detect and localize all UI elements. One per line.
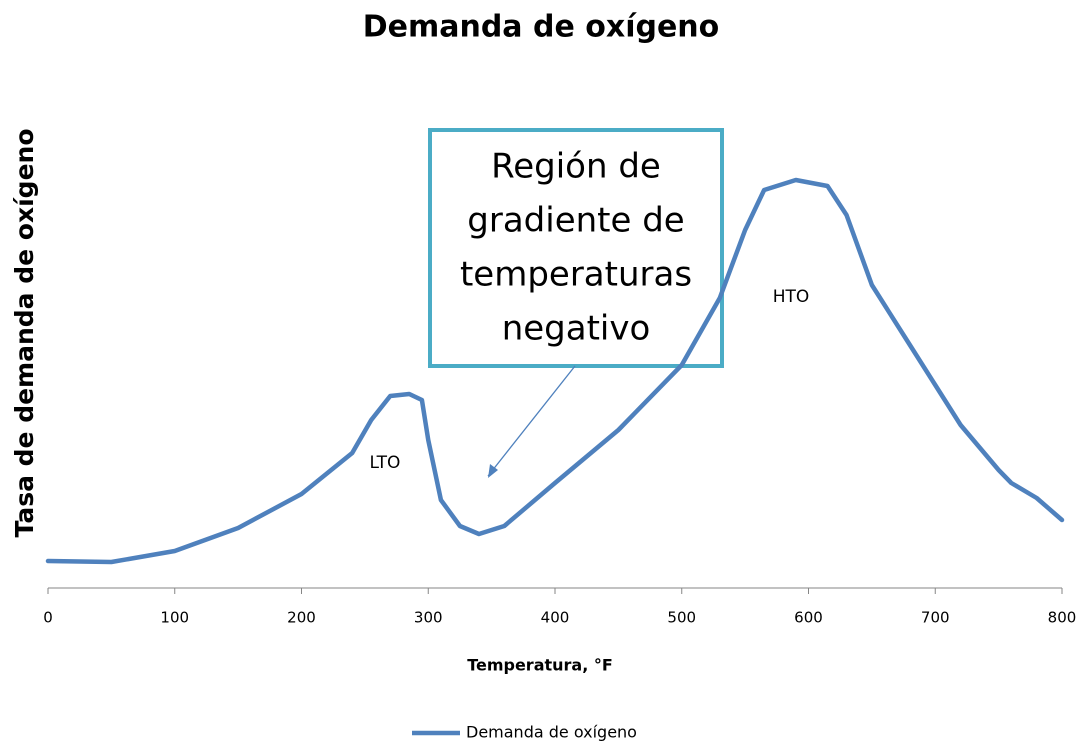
annotation-arrow [487, 365, 576, 477]
x-tick-label: 500 [667, 609, 696, 627]
x-tick-label: 100 [160, 609, 189, 627]
annotation-line: temperaturas [460, 255, 692, 295]
annotation: LTO [370, 453, 401, 473]
arrow-head [488, 464, 498, 478]
x-tick-label: 700 [921, 609, 950, 627]
line [45, 177, 1065, 565]
x-tick-label: 600 [794, 609, 823, 627]
x-tick-label: 400 [541, 609, 570, 627]
x-tick-label: 300 [414, 609, 443, 627]
x-tick-label: 0 [43, 609, 53, 627]
annotation-box [428, 128, 724, 368]
x-tick-label: 800 [1048, 609, 1077, 627]
x-tick-label: 200 [287, 609, 316, 627]
annotation-line: gradiente de [467, 201, 684, 241]
annotation: HTO [773, 287, 810, 307]
x-axis-label: Temperatura, °F [467, 656, 613, 675]
y-axis-label: Tasa de demanda de oxígeno [10, 129, 39, 538]
legend-label: Demanda de oxígeno [466, 723, 637, 742]
annotation-line: negativo [502, 309, 651, 349]
chart-title: Demanda de oxígeno [363, 10, 720, 45]
annotation-line: Región de [491, 147, 661, 187]
